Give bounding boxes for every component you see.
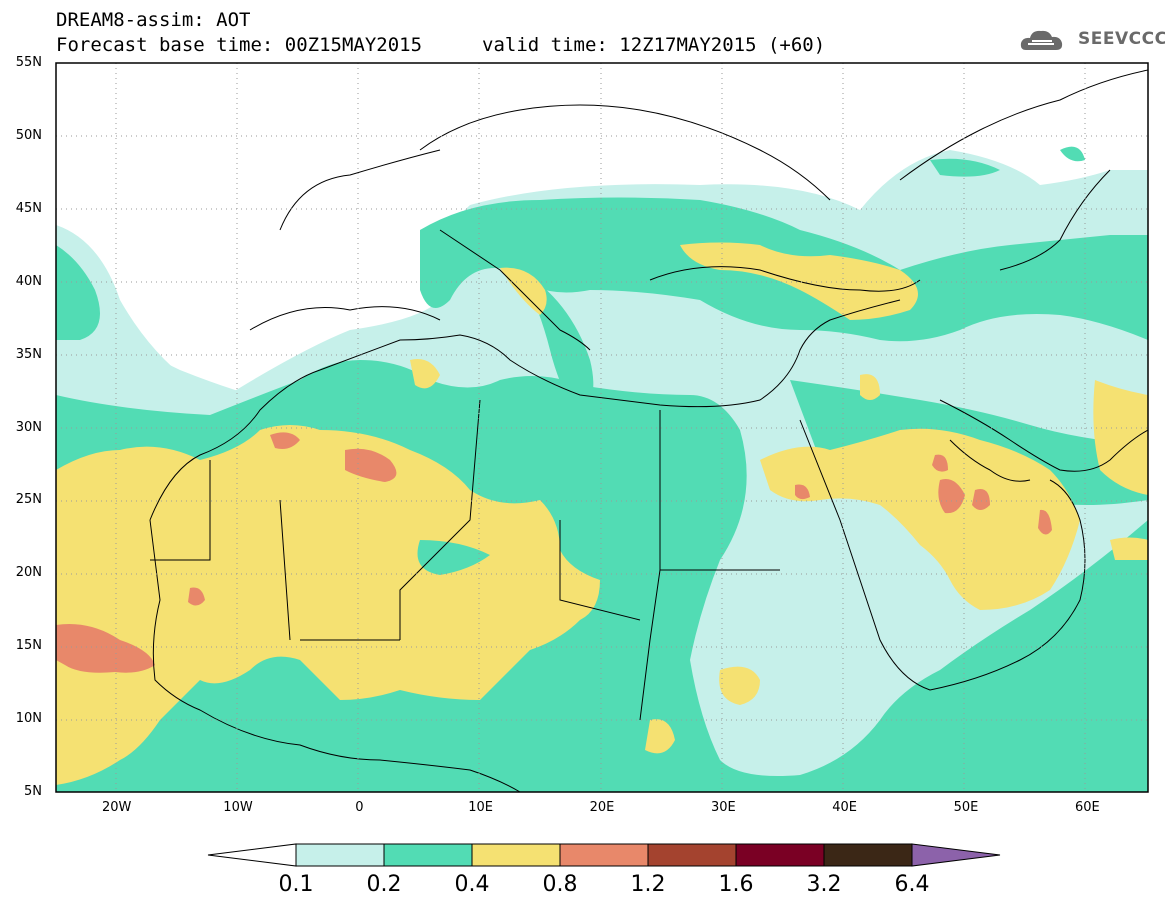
coastlines-borders <box>149 69 1148 792</box>
lat-tick-label: 25N <box>15 492 42 508</box>
colorbar-low-arrow <box>207 843 297 867</box>
aot-level-0-4 <box>56 242 1148 785</box>
lat-tick-label: 50N <box>15 127 42 143</box>
lat-tick-label: 30N <box>15 419 42 435</box>
colorbar-tick-label: 1.6 <box>718 872 754 897</box>
colorbar-swatch <box>383 843 473 867</box>
graticule <box>56 63 1148 792</box>
colorbar-tick-label: 1.2 <box>630 872 666 897</box>
lon-tick-label: 50E <box>953 800 979 815</box>
lat-tick-label: 35N <box>15 346 42 362</box>
lat-tick-label: 55N <box>15 55 42 70</box>
colorbar-swatch <box>735 843 825 867</box>
lat-tick-label: 15N <box>15 638 42 654</box>
logo-text: SEEVCCC <box>1078 29 1165 49</box>
lon-tick-label: 10W <box>223 800 253 815</box>
colorbar-high-arrow <box>911 843 1001 867</box>
lon-tick-label: 10E <box>468 800 494 815</box>
lon-tick-label: 20E <box>589 800 615 815</box>
colorbar-tick-label: 0.1 <box>278 872 314 897</box>
lat-tick-label: 45N <box>15 200 42 216</box>
colorbar-tick-label: 0.2 <box>366 872 402 897</box>
lon-tick-label: 0 <box>355 800 364 815</box>
colorbar-swatch <box>647 843 737 867</box>
colorbar-tick-label: 0.8 <box>542 872 578 897</box>
lat-tick-label: 40N <box>15 273 42 289</box>
forecast-base-time: Forecast base time: 00Z15MAY2015 <box>56 34 423 56</box>
colorbar-tick-label: 3.2 <box>806 872 842 897</box>
colorbar-swatch <box>295 843 385 867</box>
cloud-logo-icon <box>1020 30 1063 50</box>
colorbar-swatch <box>559 843 649 867</box>
colorbar <box>207 843 1001 867</box>
lon-tick-label: 40E <box>832 800 858 815</box>
colorbar-swatch <box>823 843 913 867</box>
lon-tick-label: 20W <box>101 800 132 815</box>
map-frame <box>55 62 1149 793</box>
lat-tick-label: 10N <box>15 711 42 727</box>
colorbar-tick-label: 0.4 <box>454 872 490 897</box>
lat-tick-label: 20N <box>15 565 42 581</box>
aot-level-0-8 <box>56 432 1052 673</box>
lat-tick-label: 5N <box>24 784 42 799</box>
lon-tick-label: 30E <box>710 800 736 815</box>
lon-tick-label: 60E <box>1074 800 1100 815</box>
colorbar-tick-label: 6.4 <box>894 872 930 897</box>
colorbar-swatch <box>471 843 561 867</box>
map-title: DREAM8-assim: AOT <box>56 9 251 31</box>
valid-time: valid time: 12Z17MAY2015 (+60) <box>482 34 826 56</box>
